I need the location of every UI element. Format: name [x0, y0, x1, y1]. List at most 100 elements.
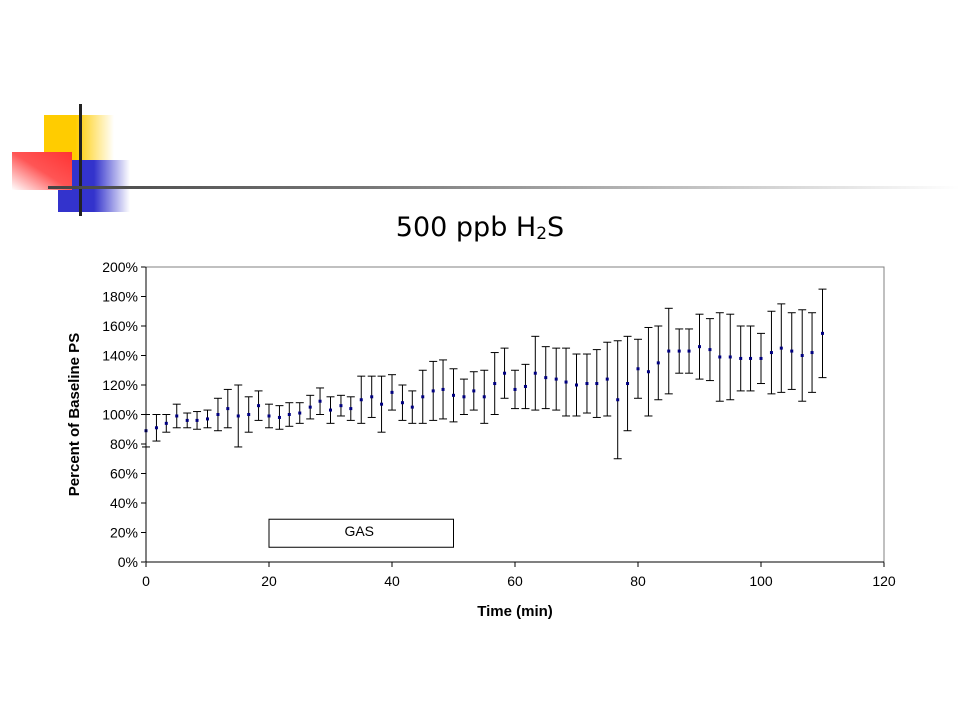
data-point — [257, 404, 261, 408]
data-point — [564, 380, 568, 384]
data-point — [298, 411, 302, 415]
y-tick-label: 0% — [118, 554, 138, 570]
data-point — [728, 355, 732, 359]
data-point — [349, 407, 353, 411]
gas-label: GAS — [344, 523, 374, 539]
data-point — [359, 398, 363, 402]
x-axis-ticks: 0 20 40 60 80 100 120 — [142, 562, 896, 589]
data-point — [810, 351, 814, 355]
data-point — [318, 399, 322, 403]
y-tick-label: 20% — [110, 525, 138, 541]
data-point — [410, 405, 414, 409]
data-point — [339, 404, 343, 408]
data-point — [329, 408, 332, 412]
data-point — [400, 401, 404, 405]
y-tick-label: 180% — [102, 289, 138, 305]
data-point — [575, 383, 578, 387]
data-point — [452, 393, 455, 397]
data-point — [287, 413, 291, 416]
x-tick-label: 0 — [142, 573, 150, 589]
chart-title: 500 ppb H2S — [0, 212, 960, 244]
y-tick-label: 80% — [110, 436, 138, 452]
deco-horizontal-line — [48, 186, 960, 189]
data-point — [185, 418, 189, 422]
data-point — [533, 371, 537, 375]
data-point — [636, 367, 640, 371]
data-point — [441, 387, 445, 391]
y-tick-label: 200% — [102, 259, 138, 275]
gas-annotation: GAS — [268, 518, 454, 548]
data-point — [687, 349, 691, 353]
data-point — [308, 405, 312, 409]
data-point — [800, 354, 804, 357]
data-point — [585, 382, 589, 386]
data-point — [277, 415, 281, 419]
x-tick-label: 20 — [261, 573, 277, 589]
data-point — [656, 361, 660, 365]
data-point — [708, 348, 712, 352]
x-tick-label: 100 — [749, 573, 773, 589]
slide-decoration — [12, 104, 960, 216]
data-point — [247, 413, 251, 416]
data-point — [370, 395, 374, 399]
chart-title-main: 500 ppb H — [395, 212, 537, 243]
data-point — [698, 345, 701, 349]
data-point — [421, 395, 425, 399]
x-axis-title: Time (min) — [477, 603, 553, 620]
data-point — [226, 407, 230, 411]
x-tick-label: 60 — [507, 573, 523, 589]
gas-box — [268, 518, 454, 548]
y-axis-title: Percent of Baseline PS — [66, 333, 83, 496]
data-point — [718, 355, 722, 359]
data-point — [206, 417, 209, 421]
data-point — [390, 390, 394, 394]
data-point — [380, 402, 384, 406]
chart-title-subscript: 2 — [536, 224, 548, 244]
y-tick-label: 140% — [102, 348, 138, 364]
chart-title-tail: S — [547, 212, 565, 243]
x-tick-label: 80 — [630, 573, 646, 589]
scatter-chart: 0% 20% 40% 60% 80% 100% 120% 140% 160% 180% 200% 0… — [66, 259, 896, 620]
y-axis-ticks: 0% 20% 40% 60% 80% 100% 120% 140% 160% 180% 200% — [102, 259, 146, 570]
data-point — [779, 346, 783, 350]
data-point — [739, 356, 743, 360]
data-point — [595, 382, 599, 386]
data-point — [554, 377, 558, 381]
y-tick-label: 60% — [110, 466, 138, 482]
data-series — [142, 288, 827, 460]
deco-red-square — [12, 152, 72, 190]
data-point — [462, 395, 466, 399]
data-point — [677, 349, 681, 353]
data-point — [267, 414, 271, 418]
y-tick-label: 160% — [102, 318, 138, 334]
data-point — [154, 426, 158, 430]
data-point — [195, 418, 199, 422]
data-point — [164, 421, 168, 425]
deco-vertical-line — [79, 104, 82, 216]
y-tick-label: 120% — [102, 377, 138, 393]
data-point — [626, 382, 630, 386]
data-point — [769, 351, 773, 355]
data-point — [667, 349, 671, 353]
data-point — [493, 382, 497, 386]
data-point — [175, 414, 179, 418]
data-point — [821, 331, 824, 335]
data-point — [523, 384, 527, 388]
data-point — [236, 414, 240, 418]
data-point — [431, 389, 435, 393]
data-point — [646, 370, 650, 374]
data-point — [759, 356, 763, 360]
data-point — [790, 349, 794, 353]
data-point — [616, 398, 620, 402]
data-point — [605, 377, 609, 381]
x-tick-label: 120 — [872, 573, 896, 589]
data-point — [482, 395, 486, 399]
y-tick-label: 100% — [102, 407, 138, 423]
data-point — [503, 371, 507, 375]
x-tick-label: 40 — [384, 573, 400, 589]
y-tick-label: 40% — [110, 495, 138, 511]
data-point — [544, 376, 548, 380]
data-point — [216, 413, 220, 416]
data-point — [472, 389, 476, 393]
data-point — [749, 356, 753, 360]
